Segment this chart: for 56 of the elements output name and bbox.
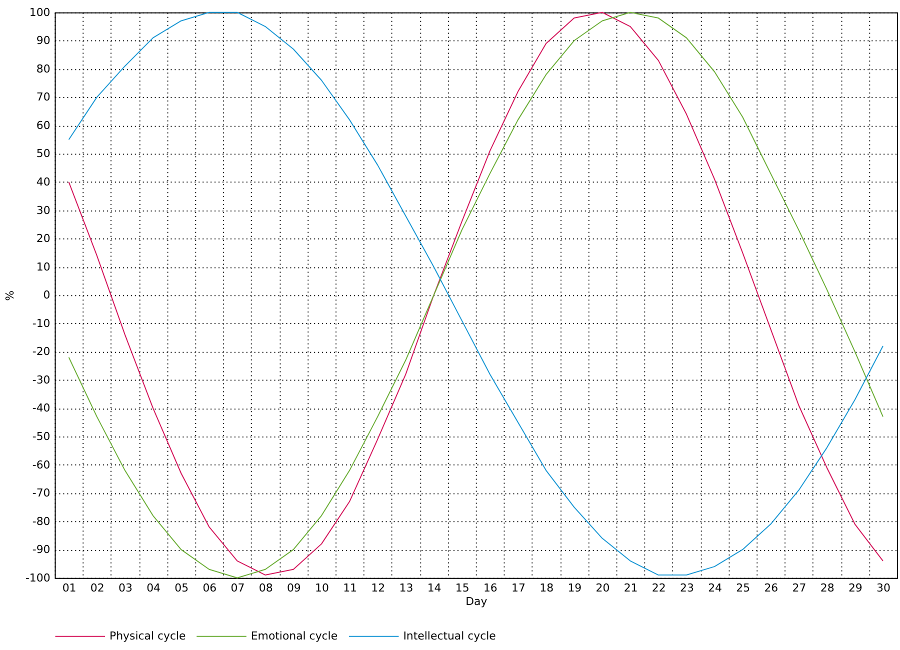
x-tick-label: 18 — [540, 581, 554, 594]
x-tick-label: 28 — [820, 581, 834, 594]
x-tick-label: 25 — [736, 581, 750, 594]
x-tick-label: 15 — [455, 581, 470, 594]
x-tick-label: 04 — [146, 581, 161, 594]
x-tick-label: 27 — [792, 581, 806, 594]
y-tick-label: -50 — [32, 430, 50, 443]
x-tick-label: 09 — [286, 581, 301, 594]
y-tick-label: 40 — [36, 176, 50, 189]
y-tick-label: 30 — [36, 204, 50, 217]
x-tick-label: 21 — [624, 581, 638, 594]
y-tick-label: -70 — [32, 486, 50, 500]
x-tick-label: 03 — [118, 581, 132, 594]
y-tick-label: -90 — [32, 543, 50, 556]
x-tick-label: 26 — [764, 581, 778, 594]
x-tick-label: 02 — [90, 581, 104, 594]
y-tick-label: 50 — [36, 147, 50, 160]
legend-label: Physical cycle — [110, 629, 186, 642]
x-tick-label: 29 — [848, 581, 862, 594]
y-tick-label: 60 — [36, 118, 50, 132]
y-tick-label: -20 — [32, 345, 50, 358]
y-tick-label: 20 — [36, 232, 50, 246]
x-tick-label: 06 — [202, 581, 217, 594]
y-tick-label: 80 — [36, 62, 50, 76]
x-tick-label: 07 — [230, 581, 245, 594]
x-tick-label: 05 — [174, 581, 189, 594]
x-tick-label: 13 — [399, 581, 414, 594]
x-tick-label: 16 — [483, 581, 498, 594]
y-axis-title: % — [3, 290, 16, 301]
y-tick-label: -30 — [32, 373, 50, 386]
y-tick-label: 100 — [29, 6, 50, 19]
y-tick-label: 10 — [36, 260, 50, 274]
x-tick-label: 01 — [62, 581, 76, 594]
x-tick-label: 08 — [258, 581, 273, 594]
y-tick-label: -40 — [32, 402, 50, 415]
x-tick-label: 17 — [512, 581, 526, 594]
x-tick-label: 19 — [568, 581, 582, 594]
x-tick-label: 12 — [371, 581, 386, 594]
y-tick-label: 0 — [43, 288, 50, 302]
legend-label: Emotional cycle — [250, 629, 338, 642]
x-tick-label: 11 — [343, 581, 358, 594]
x-tick-label: 14 — [427, 581, 442, 594]
x-tick-label: 10 — [315, 581, 329, 594]
y-tick-label: -80 — [32, 514, 50, 528]
x-tick-label: 23 — [680, 581, 694, 594]
y-tick-label: 90 — [36, 34, 50, 48]
x-tick-label: 22 — [652, 581, 666, 594]
y-tick-label: -100 — [25, 571, 50, 584]
y-tick-label: -60 — [32, 458, 50, 472]
legend-label: Intellectual cycle — [403, 629, 496, 642]
y-tick-label: 70 — [36, 90, 50, 104]
y-tick-label: -10 — [32, 316, 50, 330]
x-tick-label: 24 — [708, 581, 722, 594]
x-tick-label: 30 — [876, 581, 890, 594]
x-tick-label: 20 — [596, 581, 610, 594]
x-axis-title: Day — [466, 595, 488, 608]
